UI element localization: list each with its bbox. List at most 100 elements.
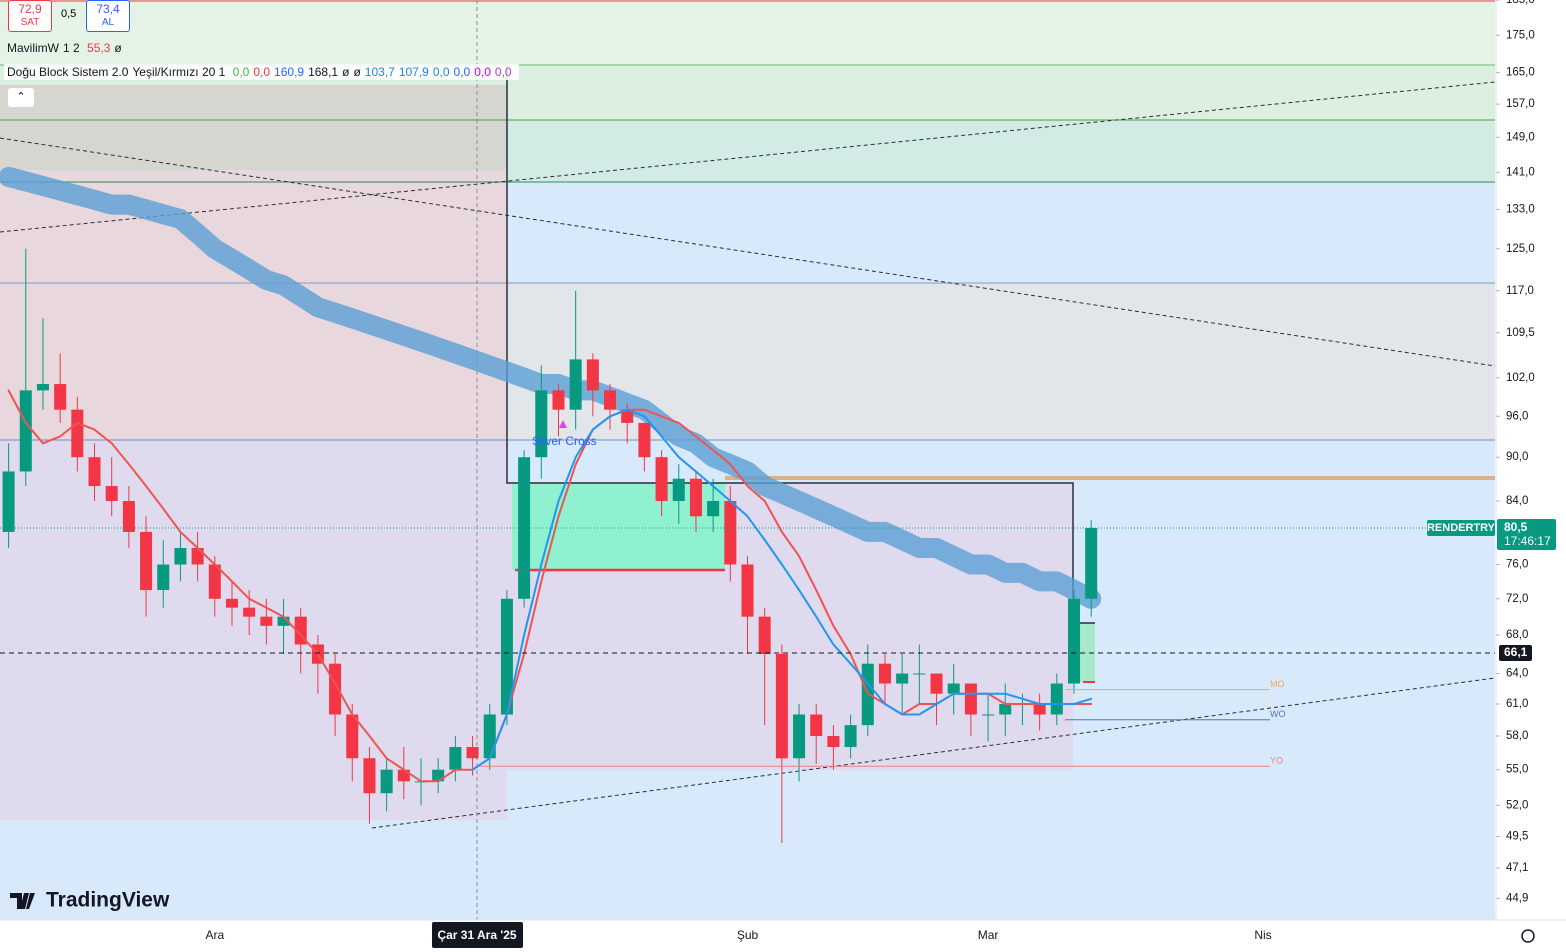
candle-body: [1067, 598, 1081, 684]
candle-body: [586, 359, 599, 391]
y-tick-label: 58,0: [1506, 730, 1528, 742]
y-tick-label: 44,9: [1506, 892, 1528, 904]
x-tick-label: Nis: [1254, 928, 1271, 942]
legend-line: Doğu Block Sistem 2.0 Yeşil/Kırmızı 20 1 …: [4, 64, 519, 80]
crosshair-label-bg: [432, 922, 523, 948]
y-tick-label: 96,0: [1506, 410, 1528, 422]
collapse-button[interactable]: ⌃: [8, 88, 34, 107]
last-price-badge: [1497, 518, 1556, 550]
legend-value: 0,0: [494, 65, 512, 79]
annotation: Silver Cross: [532, 434, 597, 448]
candle-body: [260, 616, 273, 626]
candle-body: [277, 616, 290, 626]
candle-body: [827, 735, 840, 748]
legend-value: ø: [114, 41, 122, 55]
y-tick-label: 64,0: [1506, 668, 1528, 680]
legend-value: 0,0: [232, 65, 250, 79]
zone: [0, 85, 507, 170]
candle-body: [844, 725, 857, 748]
indicator-line: [7, 389, 1093, 783]
sell-button[interactable]: 72,9 SAT: [8, 0, 52, 32]
sell-price: 72,9: [18, 2, 42, 16]
y-tick-label: 109,5: [1506, 327, 1535, 339]
indicator-line: [471, 408, 1093, 771]
candle-body: [913, 673, 926, 675]
candle-body: [604, 390, 617, 410]
y-tick-label: 125,0: [1506, 243, 1535, 255]
candle-body: [999, 703, 1012, 715]
y-tick-label: 49,5: [1506, 831, 1528, 843]
logo: TradingView: [10, 889, 170, 912]
y-tick-label: 185,0: [1506, 0, 1535, 6]
axes: 185,0 175,0 165,0 157,0 149,0 141,0 133,0 125,0…: [205, 0, 1556, 942]
candle-body: [243, 607, 256, 617]
ribbon: [0, 166, 1102, 609]
candle-body: [982, 714, 995, 716]
candle-body: [208, 564, 221, 599]
candle-body: [2, 471, 15, 532]
y-tick-label: 84,0: [1506, 495, 1528, 507]
candle-body: [432, 769, 445, 782]
legend-value: 160,9: [274, 65, 305, 79]
y-tick-label: 52,0: [1506, 799, 1528, 811]
buy-price: 73,4: [96, 2, 120, 16]
sell-label: SAT: [20, 17, 40, 28]
legend-line: MavilimW 1 2 55,3 ø: [4, 40, 129, 56]
level-label: YO: [1270, 756, 1283, 766]
candle-body: [741, 564, 754, 617]
candle-body: [500, 598, 513, 715]
x-tick-label: Şub: [737, 928, 759, 942]
legend-value: 0,0: [474, 65, 491, 79]
indicator-params: 1 2: [63, 41, 80, 55]
candle-body: [655, 457, 668, 501]
candle-body: [140, 531, 153, 591]
indicator-params: Yeşil/Kırmızı 20 1: [132, 65, 226, 79]
spread: 0,5: [61, 8, 77, 20]
candle-body: [638, 422, 651, 458]
symbol-label: RENDERTRY: [1427, 522, 1496, 534]
legend-value: 0,0: [432, 65, 450, 79]
y-tick-label: 55,0: [1506, 764, 1528, 776]
candle-body: [71, 409, 84, 458]
candle-body: [707, 500, 720, 517]
y-tick-label: 102,0: [1506, 372, 1535, 384]
legend-value: 0,0: [253, 65, 271, 79]
y-tick-label: 72,0: [1506, 593, 1528, 605]
legend-value: ø: [342, 65, 350, 79]
symbol-badge: [1427, 519, 1495, 536]
candle-body: [964, 683, 977, 715]
settings-button[interactable]: [1521, 929, 1535, 943]
candle-body: [1033, 703, 1046, 715]
legend-value: ø: [353, 65, 361, 79]
y-tick-label: 133,0: [1506, 203, 1535, 215]
y-tick-label: 149,0: [1506, 131, 1535, 143]
y-tick-label: 175,0: [1506, 29, 1535, 41]
candle-body: [191, 548, 204, 565]
candle-body: [672, 478, 685, 501]
candle-body: [88, 457, 101, 487]
candle-body: [947, 683, 960, 694]
y-tick-label: 157,0: [1506, 98, 1535, 110]
candle-body: [1050, 683, 1063, 715]
buy-button[interactable]: 73,4 AL: [86, 0, 130, 32]
price-level-badge: [1499, 645, 1532, 662]
zone: [0, 170, 507, 440]
legend-value: 168,1: [308, 65, 339, 79]
candle-body: [775, 654, 788, 759]
candle-body: [380, 769, 393, 794]
candle-body: [810, 714, 823, 736]
candle-body: [552, 390, 565, 410]
candle-body: [930, 673, 943, 694]
candle-body: [569, 359, 582, 410]
candle-body: [54, 384, 67, 410]
y-tick-label: 76,0: [1506, 559, 1528, 571]
y-tick-label: 61,0: [1506, 698, 1528, 710]
trend-line: [0, 81, 1496, 233]
x-tick-label: Çar 31 Ara '25: [437, 928, 516, 942]
y-tick-label: 165,0: [1506, 67, 1535, 79]
y-tick-label: 141,0: [1506, 166, 1535, 178]
candle-body: [896, 673, 909, 684]
trend-line: [0, 137, 1496, 367]
marks: MO WO YO: [0, 166, 1495, 843]
zone: [0, 0, 1495, 65]
